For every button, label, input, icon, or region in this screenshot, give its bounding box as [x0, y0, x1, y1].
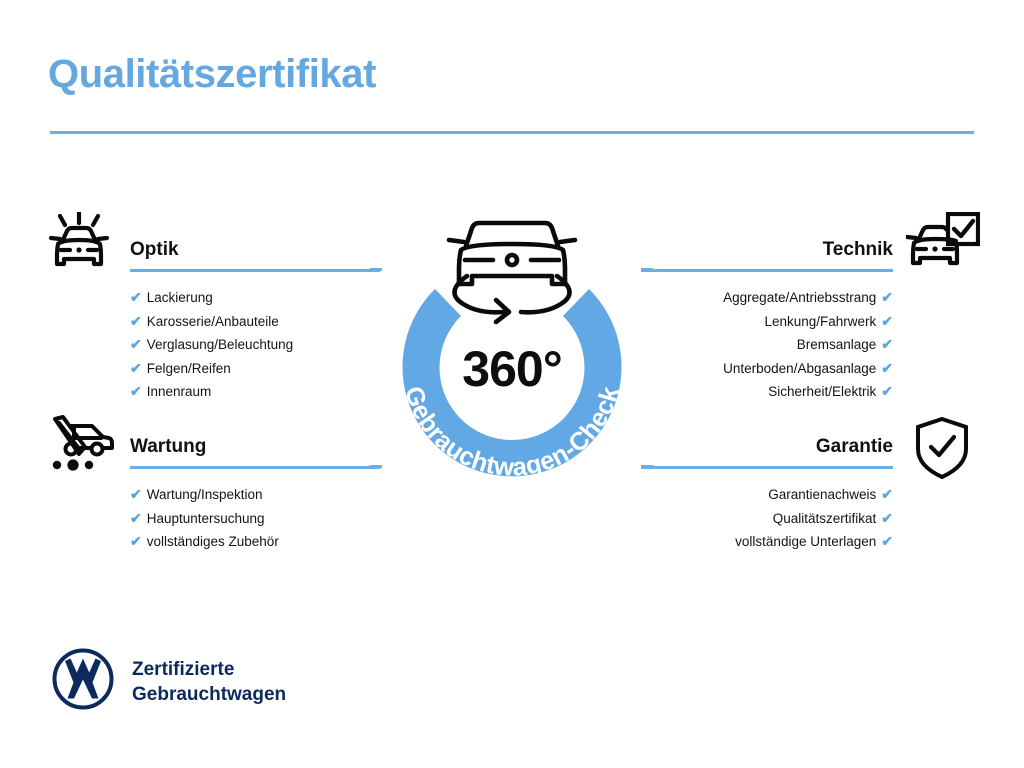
vw-logo-icon: [52, 648, 114, 715]
check-icon: ✔: [130, 486, 142, 502]
check-icon: ✔: [881, 533, 893, 549]
list-item-label: Aggregate/Antriebsstrang: [723, 290, 877, 305]
section-garantie-list: Garantienachweis ✔ Qualitätszertifikat ✔ v…: [641, 483, 893, 554]
car-service-record-icon: [46, 414, 116, 477]
page-title: Qualitätszertifikat: [48, 52, 377, 96]
section-optik: Optik ✔ Lackierung ✔ Karosserie/Anbauteile…: [130, 238, 380, 404]
section-optik-list: ✔ Lackierung ✔ Karosserie/Anbauteile ✔ Verg…: [130, 286, 380, 404]
section-wartung-underline: [130, 466, 380, 469]
list-item-label: Verglasung/Beleuchtung: [146, 337, 294, 352]
list-item: ✔ Lackierung: [130, 286, 380, 310]
check-icon: ✔: [130, 336, 142, 352]
shield-check-icon: [913, 416, 971, 485]
section-garantie-title: Garantie: [815, 436, 893, 457]
section-garantie: Garantie Garantienachweis ✔ Qualitätszert…: [641, 435, 893, 554]
section-wartung-header: Wartung: [130, 435, 380, 469]
check-icon: ✔: [881, 486, 893, 502]
car-shine-icon: [46, 210, 112, 279]
list-item: ✔ Felgen/Reifen: [130, 357, 380, 381]
list-item-label: Felgen/Reifen: [146, 360, 231, 376]
check-icon: ✔: [881, 289, 893, 305]
check-icon: ✔: [881, 383, 893, 399]
list-item-label: Bremsanlage: [796, 337, 877, 352]
list-item: Sicherheit/Elektrik ✔: [641, 380, 893, 404]
ring-tick-right-top: [641, 268, 653, 271]
check-icon: ✔: [881, 509, 893, 526]
section-technik-list: Aggregate/Antriebsstrang ✔ Lenkung/Fahrwe…: [641, 286, 893, 404]
list-item: ✔ vollständiges Zubehör: [130, 530, 380, 554]
ring-tick-left-bottom: [370, 465, 382, 468]
car-checkbox-icon: [904, 211, 981, 279]
section-optik-header: Optik: [130, 238, 380, 272]
check-icon: ✔: [130, 312, 142, 329]
list-item: ✔ Wartung/Inspektion: [130, 483, 380, 507]
section-technik: Technik Aggregate/Antriebsstrang ✔ Lenkun…: [641, 238, 893, 404]
check-icon: ✔: [130, 509, 142, 526]
footer-logo: Zertifizierte Gebrauchtwagen: [52, 648, 286, 715]
list-item: ✔ Innenraum: [130, 380, 380, 404]
list-item-label: Innenraum: [146, 384, 212, 399]
list-item: ✔ Verglasung/Beleuchtung: [130, 333, 380, 357]
list-item-label: Garantienachweis: [768, 487, 877, 502]
section-garantie-underline: [641, 466, 893, 469]
ring-tick-left-top: [370, 268, 382, 271]
section-optik-underline: [130, 269, 380, 272]
check-icon: ✔: [130, 533, 142, 549]
list-item-label: Qualitätszertifikat: [772, 510, 877, 526]
badge-360-check: Gebrauchtwagen-Check 360°: [366, 200, 658, 500]
list-item: Aggregate/Antriebsstrang ✔: [641, 286, 893, 310]
section-wartung-list: ✔ Wartung/Inspektion ✔ Hauptuntersuchung ✔…: [130, 483, 380, 554]
list-item: ✔ Hauptuntersuchung: [130, 507, 380, 531]
section-wartung-title: Wartung: [130, 436, 207, 457]
section-garantie-header: Garantie: [641, 435, 893, 469]
section-technik-title: Technik: [822, 239, 893, 260]
section-wartung: Wartung ✔ Wartung/Inspektion ✔ Hauptunters…: [130, 435, 380, 554]
list-item-label: vollständiges Zubehör: [146, 534, 279, 549]
check-icon: ✔: [881, 359, 893, 376]
list-item-label: vollständige Unterlagen: [735, 534, 877, 549]
list-item: vollständige Unterlagen ✔: [641, 530, 893, 554]
check-icon: ✔: [130, 289, 142, 305]
footer-logo-line2: Gebrauchtwagen: [132, 683, 287, 705]
list-item-label: Wartung/Inspektion: [146, 487, 263, 502]
list-item: Qualitätszertifikat ✔: [641, 507, 893, 531]
check-icon: ✔: [881, 312, 893, 329]
footer-logo-text: Zertifizierte Gebrauchtwagen: [132, 657, 286, 707]
check-icon: ✔: [130, 359, 142, 376]
list-item-label: Hauptuntersuchung: [146, 510, 265, 526]
list-item: ✔ Karosserie/Anbauteile: [130, 310, 380, 334]
section-technik-header: Technik: [641, 238, 893, 272]
list-item-label: Lenkung/Fahrwerk: [764, 313, 877, 329]
list-item: Garantienachweis ✔: [641, 483, 893, 507]
badge-center-label: 360°: [462, 341, 562, 397]
check-icon: ✔: [130, 383, 142, 399]
ring-tick-right-bottom: [641, 465, 653, 468]
ring-arc: [402, 289, 622, 477]
check-icon: ✔: [881, 336, 893, 352]
list-item: Lenkung/Fahrwerk ✔: [641, 310, 893, 334]
list-item-label: Sicherheit/Elektrik: [768, 384, 877, 399]
list-item-label: Karosserie/Anbauteile: [146, 313, 279, 329]
footer-logo-line1: Zertifizierte: [132, 658, 235, 680]
section-technik-underline: [641, 269, 893, 272]
list-item: Bremsanlage ✔: [641, 333, 893, 357]
title-divider: [50, 131, 974, 134]
car-rotate-icon: [446, 220, 578, 325]
list-item-label: Lackierung: [146, 290, 213, 305]
list-item-label: Unterboden/Abgasanlage: [723, 360, 877, 376]
section-optik-title: Optik: [130, 239, 179, 260]
list-item: Unterboden/Abgasanlage ✔: [641, 357, 893, 381]
